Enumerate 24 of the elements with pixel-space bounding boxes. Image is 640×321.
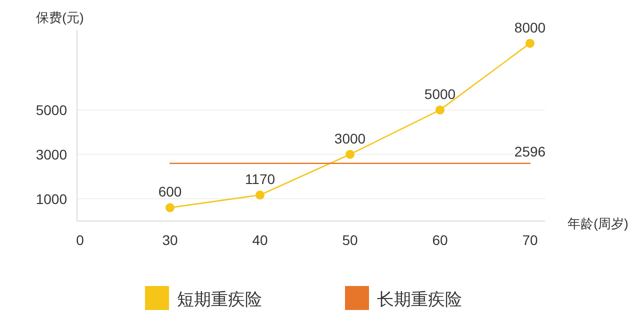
data-label: 1170 bbox=[244, 171, 276, 188]
x-tick-label: 30 bbox=[162, 232, 178, 248]
data-label: 5000 bbox=[424, 86, 456, 102]
data-label: 2596 bbox=[514, 143, 546, 160]
x-tick-label: 50 bbox=[342, 232, 358, 248]
point bbox=[256, 190, 264, 200]
y-axis-title: 保费(元) bbox=[36, 10, 84, 25]
legend-label: 长期重疾险 bbox=[377, 290, 462, 309]
point bbox=[166, 203, 174, 212]
point bbox=[436, 105, 444, 114]
x-tick-label: 0 bbox=[76, 232, 84, 248]
y-tick-label: 3000 bbox=[36, 146, 68, 162]
data-label: 3000 bbox=[334, 130, 366, 146]
x-tick-label: 60 bbox=[432, 232, 448, 248]
y-tick-label: 1000 bbox=[36, 190, 68, 207]
x-axis-title: 年龄(周岁) bbox=[568, 216, 628, 231]
data-label: 600 bbox=[158, 184, 182, 200]
legend-label: 短期重疾险 bbox=[177, 290, 262, 309]
point bbox=[346, 150, 354, 159]
x-tick-label: 70 bbox=[522, 232, 538, 248]
point bbox=[526, 38, 534, 48]
x-tick-label: 40 bbox=[252, 232, 268, 248]
y-tick-label: 5000 bbox=[36, 102, 68, 118]
data-label: 8000 bbox=[514, 19, 546, 36]
